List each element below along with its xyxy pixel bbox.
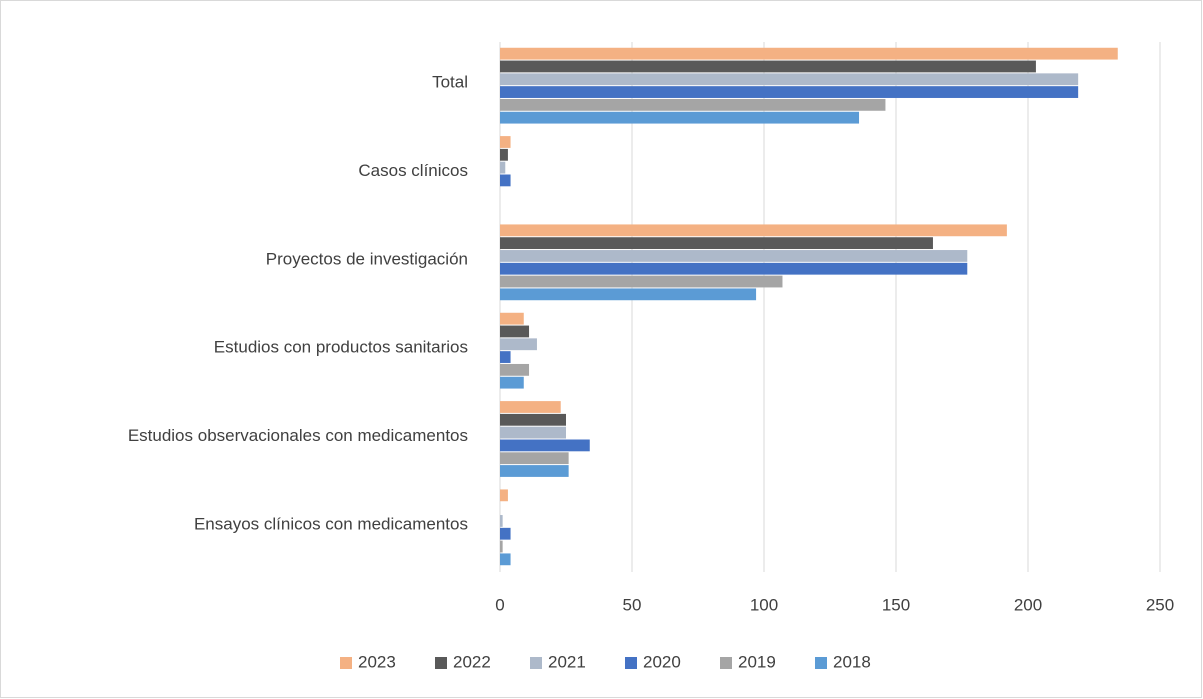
legend-swatch (530, 657, 542, 669)
x-tick-label: 150 (882, 595, 910, 614)
legend-swatch (435, 657, 447, 669)
bar (500, 489, 508, 502)
x-tick-label: 0 (495, 595, 504, 614)
bar (500, 527, 511, 540)
legend-label: 2021 (548, 652, 586, 671)
bar (500, 439, 590, 452)
bar (500, 312, 524, 325)
bar (500, 250, 968, 262)
bar (500, 325, 530, 338)
bar (500, 351, 511, 363)
bar (500, 288, 757, 301)
bar (500, 540, 503, 553)
bar (500, 174, 511, 187)
legend-label: 2023 (358, 652, 396, 671)
legend-label: 2019 (738, 652, 776, 671)
bar (500, 98, 886, 111)
y-tick-label: Casos clínicos (358, 161, 468, 180)
x-tick-label: 100 (750, 595, 778, 614)
x-tick-label: 250 (1146, 595, 1174, 614)
legend-swatch (815, 657, 827, 669)
bar (500, 237, 933, 250)
bar (500, 338, 537, 351)
bar (500, 47, 1118, 60)
bar (500, 401, 561, 413)
legend-swatch (720, 657, 732, 669)
bar (500, 262, 968, 275)
bar (500, 148, 508, 161)
y-tick-label: Ensayos clínicos con medicamentos (194, 514, 468, 533)
bar (500, 86, 1079, 98)
legend-swatch (340, 657, 352, 669)
bar (500, 413, 566, 426)
y-tick-label: Total (432, 73, 468, 92)
bar (500, 136, 511, 148)
bar (500, 426, 566, 439)
bar (500, 515, 503, 527)
x-tick-label: 50 (623, 595, 642, 614)
bar (500, 465, 569, 477)
legend-label: 2020 (643, 652, 681, 671)
bar (500, 363, 530, 376)
y-tick-label: Proyectos de investigación (266, 249, 468, 268)
bar (500, 60, 1036, 73)
bar (500, 161, 506, 174)
bar (500, 111, 860, 124)
bar (500, 224, 1007, 237)
y-tick-label: Estudios observacionales con medicamento… (128, 426, 468, 445)
legend-label: 2018 (833, 652, 871, 671)
bar (500, 376, 524, 389)
legend-swatch (625, 657, 637, 669)
y-tick-label: Estudios con productos sanitarios (214, 338, 468, 357)
bar (500, 452, 569, 465)
bar (500, 553, 511, 566)
x-tick-label: 200 (1014, 595, 1042, 614)
bar (500, 275, 783, 288)
bar (500, 73, 1079, 86)
legend-label: 2022 (453, 652, 491, 671)
